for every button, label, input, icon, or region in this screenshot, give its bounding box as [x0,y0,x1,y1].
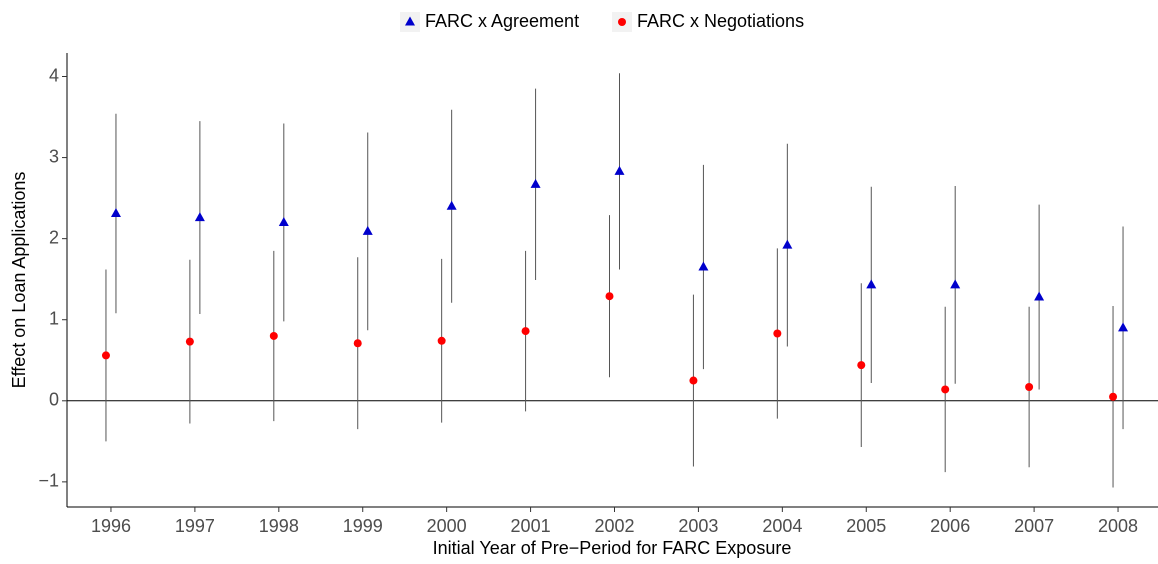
point [1118,322,1129,332]
x-tick-label: 2008 [1098,516,1138,536]
point [605,292,614,301]
point [194,212,205,222]
point [941,385,950,394]
point [185,337,194,346]
y-tick-label: 1 [49,308,59,328]
y-tick-label: 4 [49,65,59,85]
point [866,279,877,289]
y-tick-label: 2 [49,227,59,247]
point [950,279,961,289]
x-tick-label: 2002 [594,516,634,536]
point [437,336,446,345]
x-tick-label: 1998 [259,516,299,536]
point [521,327,530,336]
y-axis-label: Effect on Loan Applications [9,172,29,389]
x-tick-label: 1996 [91,516,131,536]
point [269,331,278,340]
point [110,208,121,218]
x-axis-label: Initial Year of Pre−Period for FARC Expo… [433,538,792,558]
legend-label: FARC x Agreement [425,11,579,31]
x-tick-label: 2007 [1014,516,1054,536]
legend-marker [405,16,415,26]
x-tick-label: 2006 [930,516,970,536]
point [1109,392,1118,401]
x-tick-label: 1999 [343,516,383,536]
y-tick-label: 3 [49,146,59,166]
point [353,339,362,348]
x-tick-label: 2004 [762,516,802,536]
point [614,165,625,175]
legend-label: FARC x Negotiations [637,11,804,31]
point [101,351,110,360]
point [362,225,373,235]
x-tick-label: 1997 [175,516,215,536]
x-tick-label: 2003 [678,516,718,536]
point [857,361,866,370]
point [278,216,289,226]
y-tick-label: 0 [49,390,59,410]
point [530,178,541,188]
x-tick-label: 2000 [427,516,467,536]
point [782,239,793,249]
point [689,376,698,385]
x-tick-label: 2005 [846,516,886,536]
y-tick-label: −1 [38,471,59,491]
point [1034,291,1045,301]
point [446,200,457,210]
point [698,261,709,271]
point [1025,383,1034,392]
point [773,329,782,338]
legend-marker [618,18,626,26]
x-tick-label: 2001 [511,516,551,536]
